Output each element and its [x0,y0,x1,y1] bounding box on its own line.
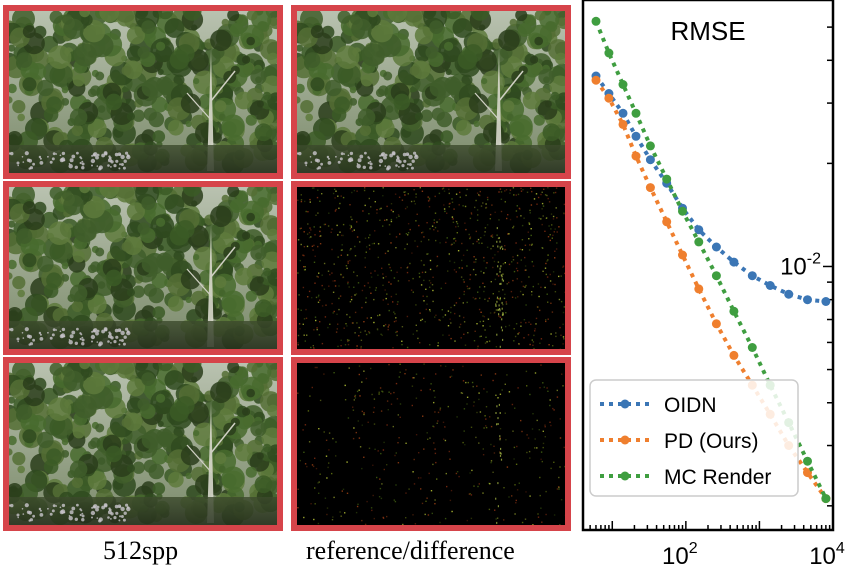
difference-panel-oidn [291,181,571,355]
legend-marker [620,471,630,481]
render-panel-3 [3,357,283,531]
legend-marker [620,399,630,409]
data-point [821,494,831,504]
data-point [784,289,794,299]
legend-box [589,379,799,497]
data-point [631,151,641,161]
chart-title: RMSE [670,16,745,46]
data-point [711,242,721,252]
data-point [645,183,655,193]
data-point [604,48,614,58]
data-point [821,297,831,306]
data-point [694,225,704,235]
data-point [765,281,775,290]
data-point [803,456,812,466]
legend-marker [620,435,630,445]
data-point [803,468,812,478]
data-point [662,174,672,184]
x-tick-label: 102 [662,540,698,570]
data-point [645,141,655,151]
data-point [747,343,757,352]
y-tick-label: 10-2 [780,250,821,280]
render-panel-2 [3,181,283,355]
data-point [729,350,739,360]
data-point [729,257,739,267]
data-point [604,93,614,103]
legend-label: OIDN [664,394,717,417]
render-panel-1 [3,5,283,179]
data-point [631,108,641,118]
data-point [678,206,687,216]
data-point [678,250,687,260]
x-tick-label: 104 [809,540,845,570]
legend-label: PD (Ours) [664,430,759,453]
data-point [631,131,641,141]
series-line [594,79,828,500]
series-oidn [591,71,831,306]
data-point [729,306,739,316]
reference-panel [291,5,571,179]
data-point [591,75,601,85]
difference-panel-pd [291,357,571,531]
data-point [694,237,704,247]
data-point [591,16,601,26]
left-caption: 512spp [103,536,179,565]
legend-label: MC Render [664,466,771,489]
data-point [645,155,655,165]
rmse-chart: RMSE 102 104 10-2 OIDN PD (Ours) MC Render [581,0,845,570]
data-point [618,108,628,118]
middle-caption: reference/difference [306,536,515,565]
data-point [694,284,704,294]
data-point [618,80,628,89]
series-line [594,74,827,304]
data-point [711,319,721,329]
data-point [711,271,721,281]
data-point [662,217,672,227]
data-point [618,119,628,129]
data-point [803,295,812,305]
data-point [747,271,757,281]
series-mc-render [591,16,831,504]
legend: OIDN PD (Ours) MC Render [589,379,799,497]
